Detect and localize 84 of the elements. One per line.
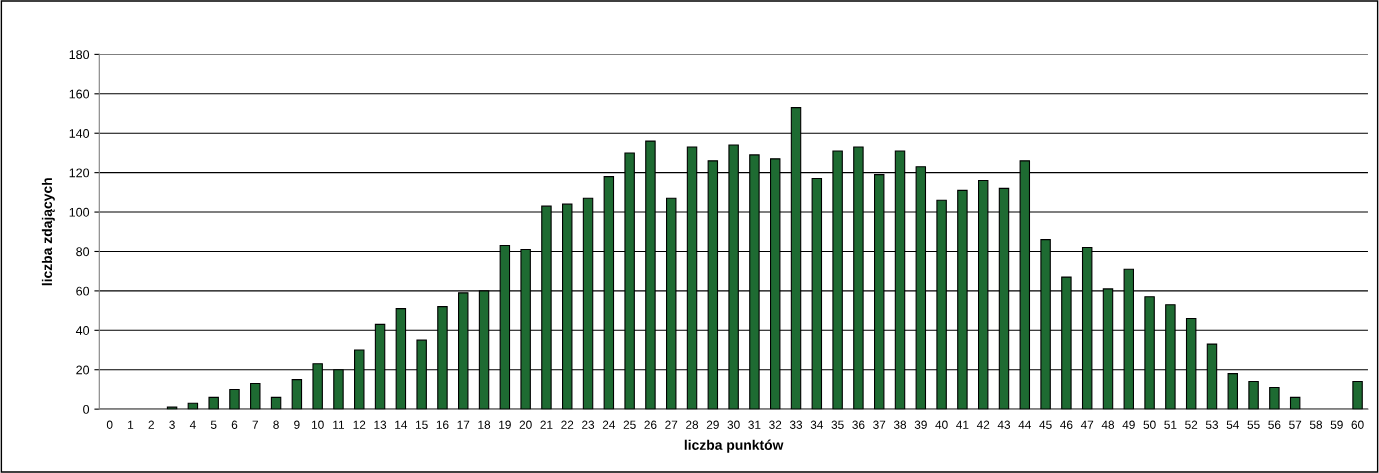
- x-tick-label: 27: [665, 420, 678, 429]
- x-tick-label: 49: [1122, 420, 1135, 429]
- x-tick-label: 55: [1247, 420, 1260, 429]
- x-tick-label: 23: [582, 420, 595, 429]
- x-tick-label: 7: [252, 420, 258, 429]
- x-tick-label: 12: [353, 420, 366, 429]
- bar: [270, 396, 282, 410]
- bar: [291, 379, 303, 410]
- x-tick-label: 15: [415, 420, 428, 429]
- x-tick-label: 10: [312, 420, 324, 429]
- x-tick-label: 21: [540, 420, 553, 429]
- x-tick-label: 33: [789, 420, 803, 429]
- y-tick-label: 100: [69, 207, 90, 217]
- x-tick-label: 47: [1080, 420, 1094, 429]
- x-tick-label: 46: [1060, 420, 1073, 429]
- y-tick-label: 40: [75, 326, 90, 335]
- x-tick-label: 45: [1039, 420, 1052, 429]
- x-tick-label: 44: [1018, 420, 1032, 429]
- bar: [229, 388, 240, 410]
- x-tick-label: 9: [294, 420, 300, 429]
- x-tick-label: 41: [956, 420, 969, 429]
- x-tick-label: 6: [231, 420, 238, 429]
- x-tick-label: 60: [1351, 420, 1364, 429]
- x-tick-label: 57: [1289, 420, 1302, 429]
- x-tick-label: 28: [686, 420, 699, 429]
- y-tick-label: 60: [76, 286, 90, 296]
- x-tick-label: 16: [436, 420, 449, 429]
- x-tick-label: 58: [1309, 420, 1323, 429]
- y-tick-label: 120: [69, 168, 90, 178]
- y-tick-label: 140: [69, 129, 90, 138]
- x-tick-label: 3: [169, 420, 175, 429]
- y-axis-title: liczba zdających: [41, 178, 55, 286]
- x-tick-label: 26: [644, 420, 657, 429]
- y-tick-label: 20: [76, 365, 90, 375]
- x-tick-label: 22: [561, 420, 574, 429]
- x-tick-label: 59: [1330, 420, 1343, 429]
- x-tick-label: 20: [519, 420, 532, 429]
- y-tick-label: 180: [69, 50, 90, 60]
- x-tick-label: 48: [1101, 420, 1115, 429]
- bar: [250, 382, 261, 410]
- x-tick-label: 18: [478, 420, 491, 429]
- x-tick-label: 52: [1185, 420, 1198, 429]
- x-tick-label: 24: [602, 420, 616, 429]
- bar: [1248, 380, 1259, 410]
- x-tick-label: 32: [769, 420, 782, 429]
- x-tick-label: 4: [189, 420, 196, 429]
- x-tick-label: 39: [914, 420, 927, 429]
- x-tick-label: 35: [831, 420, 844, 429]
- x-axis-title: liczba punktów: [684, 439, 784, 453]
- y-tick-label: 0: [83, 404, 90, 414]
- x-tick-label: 29: [706, 420, 719, 429]
- x-tick-label: 43: [997, 420, 1011, 429]
- x-tick-label: 42: [976, 420, 990, 429]
- bar: [1289, 396, 1301, 410]
- x-tick-label: 53: [1205, 420, 1219, 429]
- x-tick-label: 54: [1226, 420, 1239, 429]
- x-tick-label: 25: [623, 420, 636, 429]
- x-tick-label: 37: [873, 420, 886, 429]
- x-tick-label: 40: [935, 420, 948, 429]
- x-tick-label: 17: [457, 420, 470, 429]
- x-tick-label: 13: [374, 420, 387, 429]
- x-tick-label: 8: [273, 420, 279, 429]
- y-tick-label: 160: [69, 89, 90, 99]
- x-tick-label: 5: [210, 420, 217, 429]
- x-tick-label: 0: [106, 420, 113, 429]
- bar: [187, 402, 199, 410]
- x-tick-label: 19: [499, 420, 511, 429]
- bar: [1269, 386, 1280, 410]
- y-tick-label: 80: [76, 247, 90, 257]
- x-tick-label: 14: [395, 420, 408, 429]
- x-tick-label: 38: [893, 420, 907, 429]
- bar: [1352, 380, 1363, 410]
- bar: [1227, 373, 1239, 410]
- x-tick-label: 1: [128, 420, 134, 429]
- x-tick-label: 50: [1143, 420, 1156, 429]
- x-tick-label: 51: [1164, 420, 1177, 429]
- x-tick-label: 2: [148, 420, 154, 429]
- x-tick-label: 30: [727, 420, 740, 429]
- x-tick-label: 31: [748, 420, 761, 429]
- x-tick-label: 11: [333, 420, 345, 429]
- x-tick-label: 56: [1268, 420, 1281, 429]
- x-tick-label: 34: [810, 420, 824, 429]
- x-tick-label: 36: [852, 420, 865, 429]
- bar: [208, 396, 219, 410]
